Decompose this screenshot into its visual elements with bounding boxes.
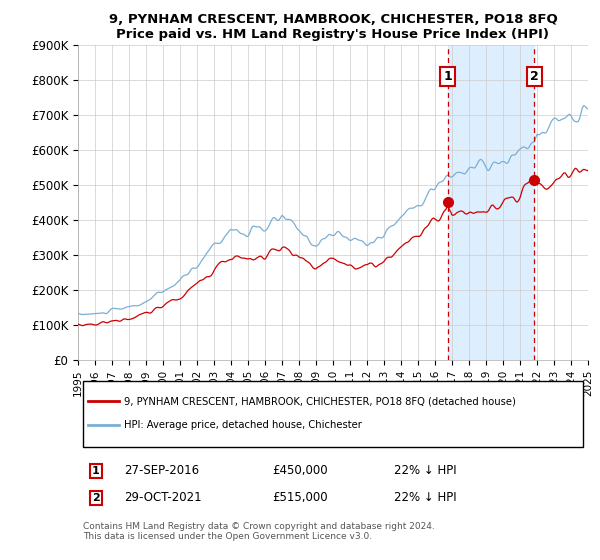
Text: Contains HM Land Registry data © Crown copyright and database right 2024.
This d: Contains HM Land Registry data © Crown c… bbox=[83, 522, 435, 541]
Title: 9, PYNHAM CRESCENT, HAMBROOK, CHICHESTER, PO18 8FQ
Price paid vs. HM Land Regist: 9, PYNHAM CRESCENT, HAMBROOK, CHICHESTER… bbox=[109, 13, 557, 41]
Text: £450,000: £450,000 bbox=[272, 464, 328, 477]
Text: 27-SEP-2016: 27-SEP-2016 bbox=[124, 464, 199, 477]
Text: 2: 2 bbox=[92, 493, 100, 503]
Text: 1: 1 bbox=[92, 466, 100, 476]
Text: 22% ↓ HPI: 22% ↓ HPI bbox=[394, 464, 457, 477]
Text: 2: 2 bbox=[530, 70, 538, 83]
Text: £515,000: £515,000 bbox=[272, 492, 328, 505]
Text: HPI: Average price, detached house, Chichester: HPI: Average price, detached house, Chic… bbox=[124, 420, 362, 430]
Text: 1: 1 bbox=[443, 70, 452, 83]
Text: 9, PYNHAM CRESCENT, HAMBROOK, CHICHESTER, PO18 8FQ (detached house): 9, PYNHAM CRESCENT, HAMBROOK, CHICHESTER… bbox=[124, 396, 516, 406]
Text: 22% ↓ HPI: 22% ↓ HPI bbox=[394, 492, 457, 505]
FancyBboxPatch shape bbox=[83, 381, 583, 447]
Text: 29-OCT-2021: 29-OCT-2021 bbox=[124, 492, 202, 505]
Bar bbox=[448, 45, 534, 360]
